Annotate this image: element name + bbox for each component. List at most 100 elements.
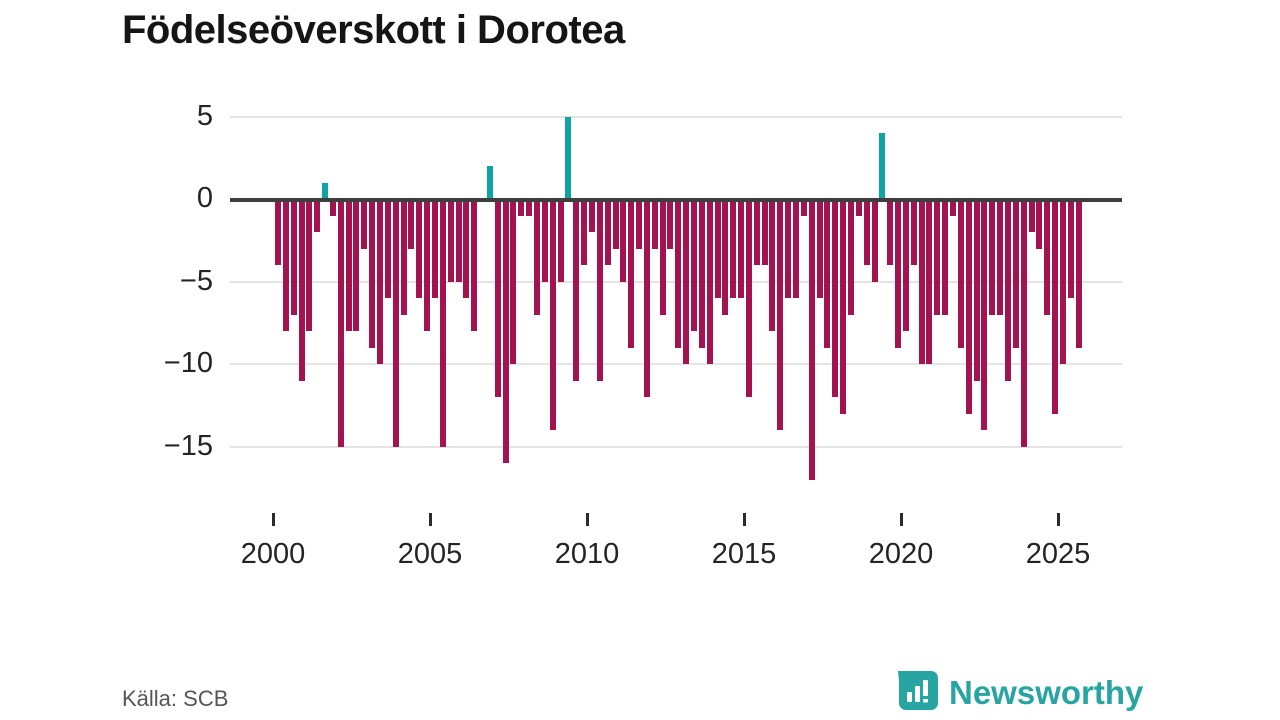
bar xyxy=(1052,199,1059,414)
bar xyxy=(918,199,925,365)
bar xyxy=(439,199,446,447)
bar xyxy=(416,199,423,299)
bar xyxy=(745,199,752,398)
bar xyxy=(345,199,352,332)
bar xyxy=(377,199,384,365)
bar xyxy=(604,199,611,266)
bar-chart-logo-icon xyxy=(898,670,939,716)
bar xyxy=(926,199,933,365)
bar xyxy=(706,199,713,365)
gridline xyxy=(230,445,1122,448)
bar xyxy=(942,199,949,315)
gridline xyxy=(230,363,1122,366)
bar xyxy=(534,199,541,315)
x-axis-tick xyxy=(586,513,589,526)
bar xyxy=(1004,199,1011,381)
bar xyxy=(785,199,792,299)
bar xyxy=(384,199,391,299)
chart-title: Födelseöverskott i Dorotea xyxy=(122,8,625,52)
bar xyxy=(651,199,658,249)
bar xyxy=(1012,199,1019,348)
y-axis-label: −10 xyxy=(163,347,213,380)
x-axis-label: 2000 xyxy=(240,538,306,570)
bar xyxy=(698,199,705,348)
bar xyxy=(840,199,847,414)
bar xyxy=(808,199,815,480)
bar xyxy=(847,199,854,315)
bar xyxy=(730,199,737,299)
bar xyxy=(361,199,368,249)
bar xyxy=(777,199,784,431)
bar xyxy=(855,199,862,216)
bar xyxy=(612,199,619,249)
bar xyxy=(714,199,721,299)
bar xyxy=(636,199,643,249)
x-axis-tick xyxy=(272,513,275,526)
bar xyxy=(314,199,321,233)
bar xyxy=(471,199,478,332)
bar xyxy=(950,199,956,216)
bar xyxy=(526,199,533,216)
bar xyxy=(910,199,917,266)
bar xyxy=(800,199,807,216)
zero-line xyxy=(230,197,1122,202)
y-axis-label: −15 xyxy=(163,429,213,462)
bar xyxy=(722,199,729,315)
bar xyxy=(997,199,1004,315)
gridline xyxy=(230,115,1122,118)
bar xyxy=(816,199,823,299)
bar xyxy=(306,199,313,332)
newsworthy-logo: Newsworthy xyxy=(898,670,1143,716)
bar xyxy=(408,199,415,249)
bar xyxy=(934,199,941,315)
bar xyxy=(557,199,564,282)
bar xyxy=(769,199,776,332)
bar xyxy=(1044,199,1051,315)
bar xyxy=(683,199,690,365)
bar xyxy=(447,199,454,282)
bar xyxy=(1028,199,1035,233)
bar xyxy=(824,199,831,348)
bar xyxy=(832,199,839,398)
bar xyxy=(793,199,800,299)
bar xyxy=(494,199,501,398)
bar xyxy=(581,199,588,266)
bar xyxy=(667,199,674,249)
newsworthy-logo-text: Newsworthy xyxy=(949,674,1144,711)
bar xyxy=(863,199,870,266)
bar xyxy=(322,182,329,200)
bar xyxy=(353,199,360,332)
bar xyxy=(298,199,305,381)
bar xyxy=(455,199,462,282)
bar xyxy=(871,199,878,282)
x-axis-tick xyxy=(900,513,903,526)
bar xyxy=(620,199,627,282)
bar xyxy=(965,199,972,414)
bar xyxy=(424,199,431,332)
bar xyxy=(1020,199,1027,447)
bar xyxy=(431,199,438,299)
bar xyxy=(596,199,603,381)
bar xyxy=(337,199,344,447)
bar xyxy=(1059,199,1066,365)
bar xyxy=(981,199,988,431)
bar xyxy=(989,199,996,315)
y-axis-label: 0 xyxy=(196,182,213,215)
bar xyxy=(957,199,964,348)
y-axis-label: −5 xyxy=(179,264,213,297)
bar xyxy=(463,199,470,299)
bar xyxy=(588,199,595,233)
bar xyxy=(290,199,297,315)
bar xyxy=(902,199,909,332)
bar xyxy=(541,199,548,282)
bar xyxy=(879,133,886,200)
source-note: Källa: SCB xyxy=(122,686,229,711)
bar xyxy=(1067,199,1074,299)
x-axis-tick xyxy=(1057,513,1060,526)
x-axis-label: 2025 xyxy=(1025,538,1091,570)
x-axis-label: 2015 xyxy=(711,538,777,570)
bar xyxy=(400,199,407,315)
bar xyxy=(895,199,902,348)
bar xyxy=(1036,199,1043,249)
